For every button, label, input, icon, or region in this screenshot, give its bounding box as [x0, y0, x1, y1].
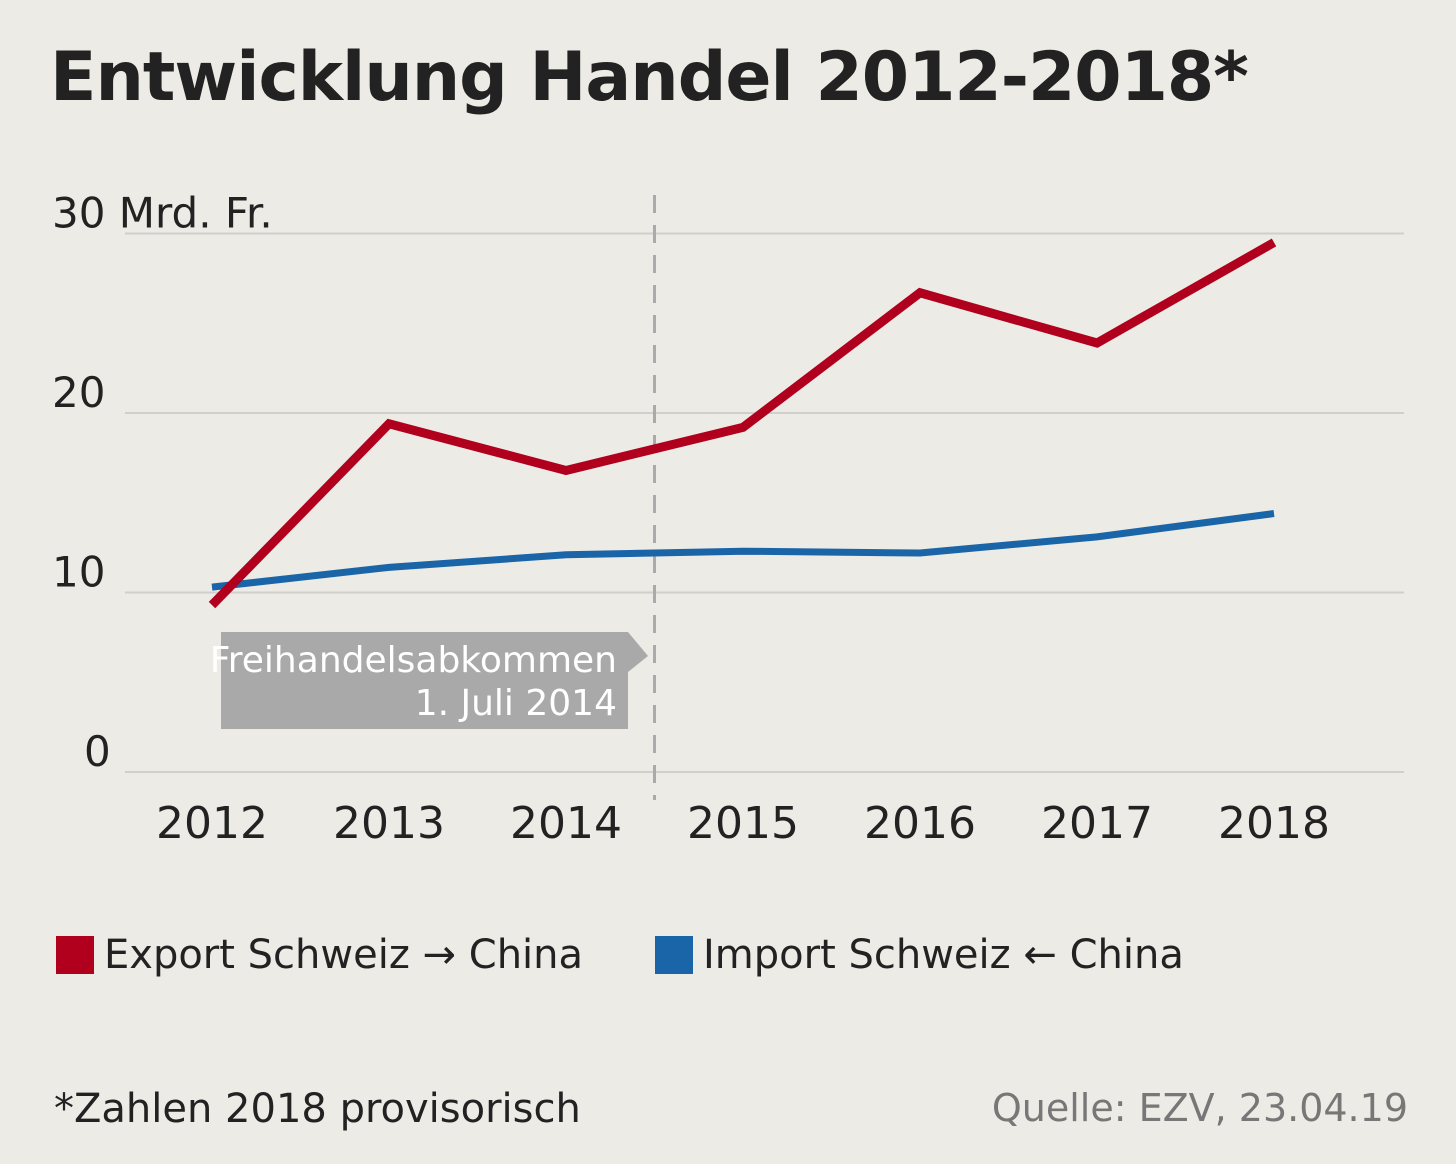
export-line	[208, 238, 1277, 609]
y-tick-label: 20	[52, 368, 105, 417]
annotation-text: Freihandelsabkommen	[210, 640, 617, 681]
y-tick-label: 0	[84, 727, 111, 776]
legend-item-export: Export Schweiz → China	[56, 932, 583, 978]
footnote: *Zahlen 2018 provisorisch	[54, 1086, 581, 1132]
legend-label-import: Import Schweiz ← China	[703, 932, 1184, 978]
annotation-text: 1. Juli 2014	[415, 683, 617, 724]
x-tick-label: 2018	[1218, 798, 1330, 849]
x-tick-label: 2012	[156, 798, 268, 849]
y-tick-label: 30 Mrd. Fr.	[52, 189, 273, 238]
x-tick-label: 2016	[864, 798, 976, 849]
import-line	[211, 510, 1275, 591]
x-tick-label: 2013	[333, 798, 445, 849]
x-tick-label: 2015	[687, 798, 799, 849]
chart-title: Entwicklung Handel 2012-2018*	[50, 38, 1249, 117]
x-tick-label: 2014	[510, 798, 622, 849]
annotation-box	[221, 632, 648, 729]
x-tick-label: 2017	[1041, 798, 1153, 849]
legend-swatch-import	[655, 936, 693, 974]
y-tick-label: 10	[52, 548, 105, 597]
source: Quelle: EZV, 23.04.19	[991, 1086, 1408, 1130]
legend-swatch-export	[56, 936, 94, 974]
legend-item-import: Import Schweiz ← China	[655, 932, 1184, 978]
legend-label-export: Export Schweiz → China	[104, 932, 584, 978]
